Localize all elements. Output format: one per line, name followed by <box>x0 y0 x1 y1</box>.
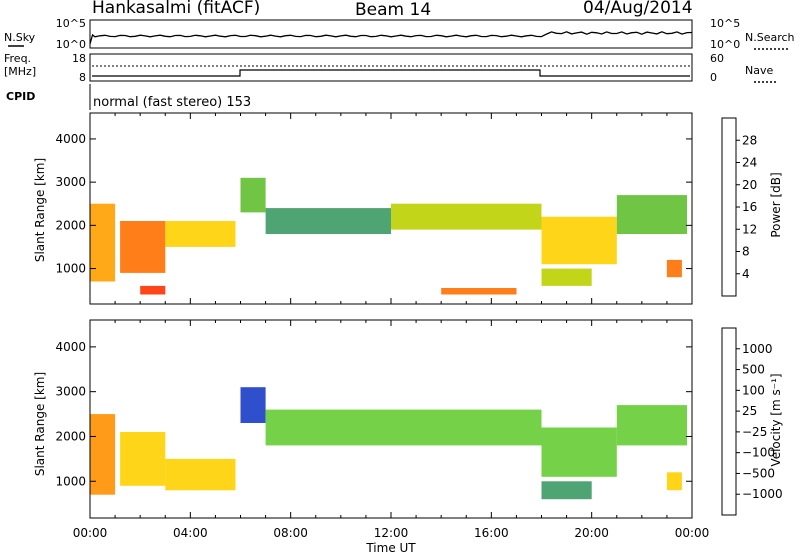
power-region-5 <box>265 208 391 234</box>
power-panel-axes: 1000 2000 3000 4000 <box>55 112 693 305</box>
station-title: Hankasalmi (fitACF) <box>92 0 260 18</box>
velocity-colorbar-tick-label: 1000 <box>742 342 773 356</box>
velocity-ytick-label: 1000 <box>55 474 86 488</box>
freq-label-2: [MHz] <box>4 65 36 78</box>
noise-tick-right-bottom: 10^0 <box>710 38 740 51</box>
velocity-colorbar-tick-label: 500 <box>742 363 765 377</box>
power-colorbar-tick-label: 16 <box>742 200 757 214</box>
velocity-heatmap-cells <box>90 387 687 500</box>
cpid-text: normal (fast stereo) 153 <box>93 95 251 110</box>
velocity-colorbar-tick-label: −25 <box>742 425 767 439</box>
power-region-2 <box>165 221 236 247</box>
cpid-label: CPID <box>6 90 35 103</box>
velocity-region-0 <box>90 414 116 495</box>
freq-trace <box>92 69 690 77</box>
velocity-region-7 <box>616 405 687 446</box>
velocity-panel-axes: 1000 2000 3000 4000 00:00 04:00 08:00 12:00 16:0… <box>55 319 710 540</box>
nsearch-label: N.Search <box>745 31 795 44</box>
freq-panel-frame <box>89 53 693 82</box>
velocity-region-3 <box>240 387 266 423</box>
noise-panel-frame <box>89 19 693 49</box>
velocity-colorbar: 1000 500 100 25 −25 −100 −500 −1000 <box>721 327 783 516</box>
velocity-region-5 <box>541 427 617 477</box>
noise-tick-left-top: 10^5 <box>56 17 86 30</box>
nsky-trace <box>89 31 693 45</box>
velocity-colorbar-tick-label: −1000 <box>742 487 783 501</box>
power-ytick-label: 4000 <box>55 132 86 146</box>
power-ytick-label: 1000 <box>55 262 86 276</box>
power-ytick-label: 3000 <box>55 175 86 189</box>
power-ytick-label: 2000 <box>55 218 86 232</box>
power-colorbar-tick-label: 28 <box>742 133 757 147</box>
date-label: 04/Aug/2014 <box>583 0 693 18</box>
velocity-region-8 <box>666 472 682 491</box>
velocity-ylabel: Slant Range [km] <box>33 372 47 476</box>
velocity-ytick-label: 2000 <box>55 429 86 443</box>
power-region-4 <box>240 177 266 213</box>
nave-label: Nave <box>745 64 773 77</box>
power-colorbar-tick-label: 4 <box>742 267 750 281</box>
power-region-9 <box>541 268 592 286</box>
velocity-colorbar-tick-label: 100 <box>742 383 765 397</box>
velocity-region-2 <box>165 458 236 491</box>
time-tick-label: 00:00 <box>73 526 108 540</box>
velocity-colorbar-tick-label: −500 <box>742 466 775 480</box>
time-tick-label: 16:00 <box>474 526 509 540</box>
nave-tick-bottom: 0 <box>710 71 717 84</box>
power-region-8 <box>541 216 617 265</box>
power-colorbar-frame <box>721 117 737 297</box>
velocity-region-6 <box>541 481 592 500</box>
power-region-6 <box>391 203 542 230</box>
freq-label-1: Freq. <box>4 52 31 65</box>
noise-tick-right-top: 10^5 <box>710 17 740 30</box>
velocity-ytick-label: 4000 <box>55 340 86 354</box>
power-colorbar-tick-label: 12 <box>742 222 757 236</box>
power-colorbar-tick-label: 24 <box>742 156 757 170</box>
velocity-colorbar-tick-label: −100 <box>742 446 775 460</box>
velocity-colorbar-frame <box>721 327 737 516</box>
power-ylabel: Slant Range [km] <box>33 158 47 262</box>
velocity-colorbar-label: Velocity [m s⁻¹] <box>769 373 783 466</box>
time-tick-label: 12:00 <box>374 526 409 540</box>
nave-tick-top: 60 <box>710 52 724 65</box>
power-region-0 <box>90 203 116 282</box>
velocity-region-1 <box>120 432 166 486</box>
power-heatmap-cells <box>90 177 687 295</box>
power-region-11 <box>666 259 682 278</box>
time-axis-label: Time UT <box>365 541 416 554</box>
power-region-3 <box>140 285 166 295</box>
power-colorbar: 28 24 20 16 12 8 4 <box>721 117 757 297</box>
freq-tick-top: 18 <box>72 52 86 65</box>
time-tick-label: 20:00 <box>574 526 609 540</box>
freq-tick-bottom: 8 <box>79 71 86 84</box>
power-colorbar-tick-label: 8 <box>742 245 750 259</box>
power-region-10 <box>616 195 687 234</box>
velocity-ytick-label: 3000 <box>55 385 86 399</box>
time-tick-label: 08:00 <box>273 526 308 540</box>
time-tick-label: 04:00 <box>173 526 208 540</box>
power-region-1 <box>120 221 166 273</box>
power-colorbar-label: Power [dB] <box>769 172 783 237</box>
nsky-label: N.Sky <box>4 31 36 44</box>
beam-label: Beam 14 <box>355 0 431 20</box>
velocity-colorbar-tick-label: 25 <box>742 404 757 418</box>
power-colorbar-tick-label: 20 <box>742 178 757 192</box>
time-tick-label: 00:00 <box>675 526 710 540</box>
power-region-7 <box>441 288 517 295</box>
noise-tick-left-bottom: 10^0 <box>56 38 86 51</box>
velocity-region-4 <box>265 409 542 446</box>
